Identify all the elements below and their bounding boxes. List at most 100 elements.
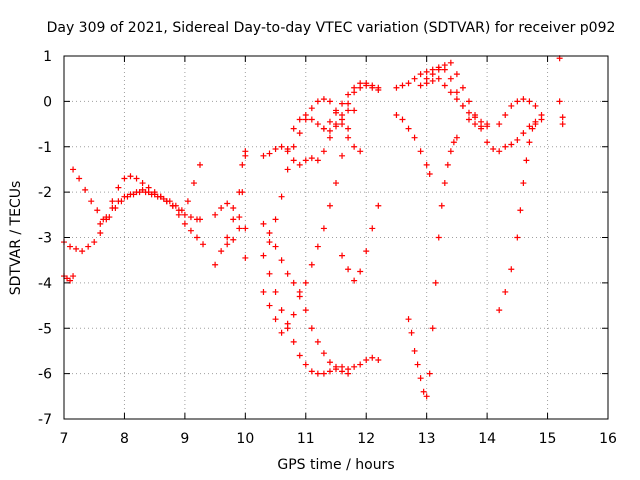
data-point bbox=[272, 243, 279, 250]
data-point bbox=[339, 368, 346, 375]
data-point bbox=[290, 311, 297, 318]
data-point bbox=[326, 368, 333, 375]
data-point bbox=[320, 96, 327, 103]
data-point bbox=[333, 180, 339, 187]
data-point bbox=[133, 175, 140, 182]
data-point bbox=[82, 186, 89, 193]
data-point bbox=[514, 98, 521, 105]
data-point bbox=[351, 107, 358, 114]
data-point bbox=[435, 234, 442, 241]
data-point bbox=[502, 111, 509, 118]
data-point bbox=[109, 198, 116, 205]
data-point bbox=[85, 243, 92, 250]
y-tick-label: 0 bbox=[43, 94, 52, 110]
data-point bbox=[411, 347, 418, 354]
data-point bbox=[320, 125, 327, 132]
data-point bbox=[357, 268, 364, 275]
data-point bbox=[284, 270, 291, 277]
series-s16 bbox=[339, 202, 382, 284]
data-point bbox=[79, 248, 86, 255]
data-point bbox=[508, 102, 515, 109]
series-s1 bbox=[61, 173, 203, 255]
data-point bbox=[339, 252, 346, 259]
data-point bbox=[115, 198, 122, 205]
data-point bbox=[314, 98, 321, 105]
data-point bbox=[224, 234, 231, 241]
data-point bbox=[272, 288, 279, 295]
data-point bbox=[127, 173, 134, 180]
data-point bbox=[414, 361, 421, 368]
data-point bbox=[496, 121, 503, 128]
x-tick-label: 16 bbox=[599, 431, 617, 447]
data-point bbox=[320, 370, 327, 377]
data-point bbox=[224, 200, 231, 207]
data-point bbox=[218, 205, 225, 212]
data-point bbox=[73, 245, 80, 252]
data-point bbox=[526, 123, 533, 130]
data-point bbox=[411, 134, 418, 141]
data-point bbox=[70, 273, 77, 280]
data-point bbox=[357, 148, 364, 155]
data-point bbox=[314, 121, 321, 128]
data-point bbox=[520, 96, 527, 103]
data-points bbox=[61, 55, 566, 400]
series-s4 bbox=[61, 273, 77, 284]
data-point bbox=[496, 307, 503, 314]
x-axis-ticks: 7 8 9 10 11 12 13 14 15 16 bbox=[60, 56, 617, 447]
data-point bbox=[526, 98, 533, 105]
data-point bbox=[339, 152, 346, 159]
data-point bbox=[559, 121, 566, 128]
data-point bbox=[320, 148, 327, 155]
series-s9 bbox=[260, 252, 382, 377]
data-point bbox=[345, 134, 352, 141]
data-point bbox=[197, 161, 203, 168]
data-point bbox=[266, 229, 273, 236]
data-point bbox=[284, 146, 291, 153]
data-point bbox=[438, 202, 445, 209]
data-point bbox=[426, 170, 433, 177]
data-point bbox=[181, 211, 188, 218]
data-point bbox=[314, 338, 321, 345]
series-s3 bbox=[97, 186, 207, 248]
data-point bbox=[502, 288, 509, 295]
data-point bbox=[520, 180, 527, 187]
data-point bbox=[520, 130, 527, 137]
data-point bbox=[178, 207, 185, 214]
series-s20 bbox=[423, 75, 491, 130]
data-point bbox=[478, 125, 485, 132]
series-s24 bbox=[496, 121, 539, 314]
data-point bbox=[375, 84, 382, 91]
data-point bbox=[405, 125, 412, 132]
data-point bbox=[465, 116, 472, 123]
data-point bbox=[236, 225, 243, 232]
data-point bbox=[272, 316, 279, 323]
data-point bbox=[296, 293, 303, 300]
data-point bbox=[363, 357, 370, 364]
data-point bbox=[333, 123, 339, 130]
data-point bbox=[272, 216, 279, 223]
y-tick-label: -5 bbox=[38, 321, 52, 337]
data-point bbox=[532, 102, 539, 109]
data-point bbox=[308, 368, 315, 375]
data-point bbox=[302, 307, 309, 314]
data-point bbox=[163, 198, 170, 205]
x-tick-label: 14 bbox=[478, 431, 496, 447]
data-point bbox=[447, 89, 454, 96]
data-point bbox=[76, 175, 83, 182]
data-point bbox=[453, 71, 460, 78]
data-point bbox=[187, 227, 194, 234]
data-point bbox=[284, 325, 291, 332]
data-point bbox=[145, 189, 152, 196]
data-point bbox=[420, 388, 427, 395]
data-point bbox=[417, 375, 424, 382]
data-point bbox=[272, 146, 279, 153]
data-point bbox=[429, 77, 436, 84]
data-point bbox=[266, 239, 273, 246]
y-tick-label: 1 bbox=[43, 49, 52, 65]
data-point bbox=[230, 216, 237, 223]
data-point bbox=[514, 234, 521, 241]
data-point bbox=[426, 370, 433, 377]
data-point bbox=[109, 205, 116, 212]
data-point bbox=[181, 220, 188, 227]
